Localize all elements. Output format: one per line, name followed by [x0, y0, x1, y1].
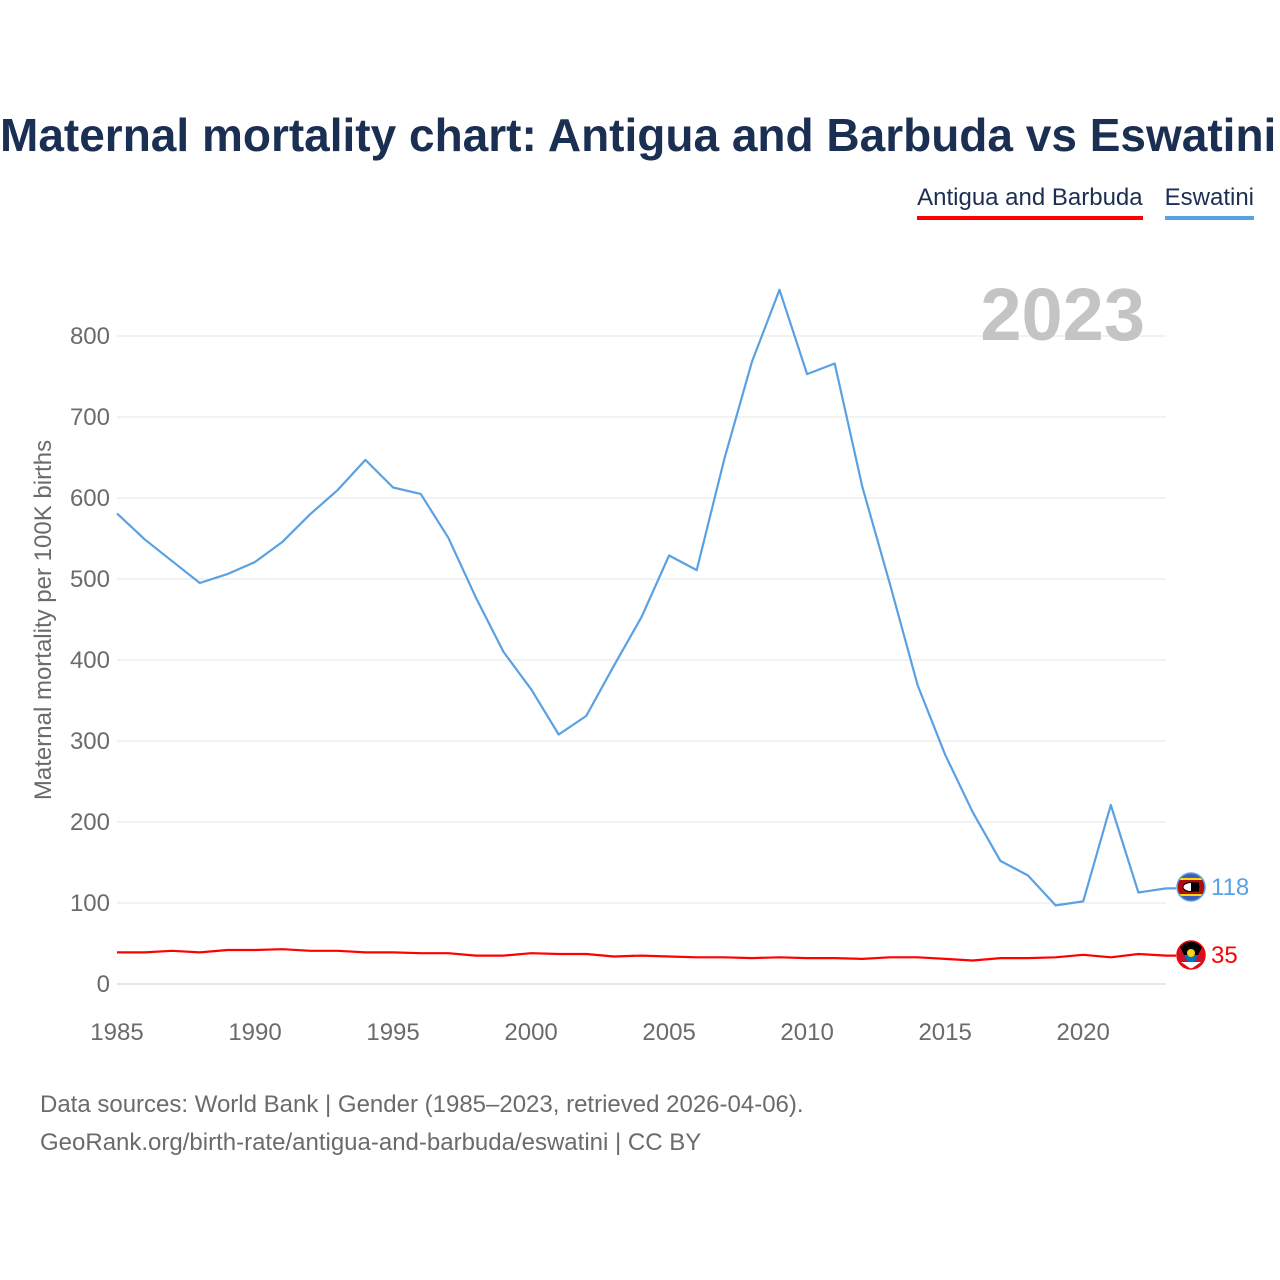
y-tick-label: 500 — [70, 566, 110, 593]
x-tick-label: 2010 — [780, 1019, 833, 1046]
x-tick-label: 2015 — [918, 1019, 971, 1046]
antigua-and-barbuda-flag-icon — [1176, 940, 1206, 970]
y-tick-label: 300 — [70, 728, 110, 755]
series-lines — [116, 288, 1176, 962]
y-axis-title: Maternal mortality per 100K births — [30, 440, 57, 800]
y-tick-label: 800 — [70, 323, 110, 350]
y-tick-label: 200 — [70, 809, 110, 836]
series-line-eswatini — [116, 288, 1176, 907]
y-tick-label: 700 — [70, 404, 110, 431]
gridlines — [117, 335, 1166, 985]
year-label: 2023 — [980, 273, 1145, 356]
legend-item-eswatini[interactable]: Eswatini — [1164, 184, 1254, 220]
y-tick-label: 0 — [97, 971, 110, 998]
x-tick-label: 1995 — [366, 1019, 419, 1046]
y-tick-label: 600 — [70, 485, 110, 512]
x-tick-label: 1985 — [90, 1019, 143, 1046]
eswatini-end-value: 118 — [1211, 874, 1249, 901]
x-tick-label: 2000 — [504, 1019, 557, 1046]
antigua-end-value: 35 — [1211, 942, 1238, 969]
x-tick-label: 2005 — [642, 1019, 695, 1046]
legend: Antigua and Barbuda Eswatini — [917, 184, 1254, 220]
legend-item-antigua-and-barbuda[interactable]: Antigua and Barbuda — [917, 184, 1143, 220]
series-line-antigua-and-barbuda — [117, 948, 1176, 962]
y-axis-ticks: 0 100 200 300 400 500 600 700 800 — [70, 323, 110, 998]
footer: Data sources: World Bank | Gender (1985–… — [40, 1086, 804, 1162]
source-url-text: GeoRank.org/birth-rate/antigua-and-barbu… — [40, 1129, 702, 1156]
data-sources-text: Data sources: World Bank | Gender (1985–… — [40, 1091, 804, 1118]
y-tick-label: 400 — [70, 647, 110, 674]
y-tick-label: 100 — [70, 890, 110, 917]
chart-title: Maternal mortality chart: Antigua and Ba… — [0, 109, 1277, 161]
x-tick-label: 2020 — [1056, 1019, 1109, 1046]
eswatini-flag-icon — [1176, 872, 1206, 902]
x-axis-ticks: 1985 1990 1995 2000 2005 2010 2015 2020 — [90, 1019, 1110, 1046]
x-tick-label: 1990 — [228, 1019, 281, 1046]
